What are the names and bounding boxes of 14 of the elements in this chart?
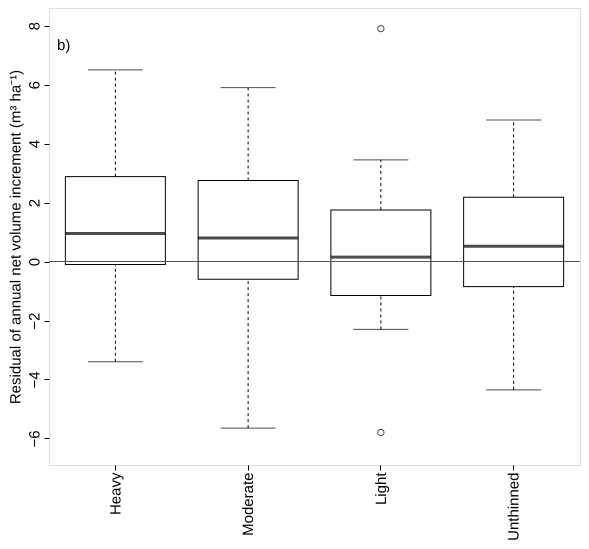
annotation: b)	[57, 37, 70, 54]
x-tick-label: Heavy	[107, 472, 124, 516]
x-tick-label: Light	[372, 472, 390, 506]
y-tick-label: 6	[26, 80, 44, 90]
y-tick-label: −6	[26, 430, 44, 448]
y-tick-label: 2	[26, 198, 44, 208]
x-tick-label: Moderate	[240, 472, 258, 536]
y-tick-label: 8	[26, 22, 44, 30]
y-tick-label: 4	[26, 140, 44, 148]
y-tick-label: −2	[26, 312, 44, 330]
y-tick-label: 0	[26, 258, 44, 266]
x-tick-label: Unthinned	[506, 472, 523, 541]
y-tick-label: −4	[26, 371, 44, 389]
y-axis-title: Residual of annual net volume increment (m³ ha⁻¹)	[8, 70, 24, 404]
